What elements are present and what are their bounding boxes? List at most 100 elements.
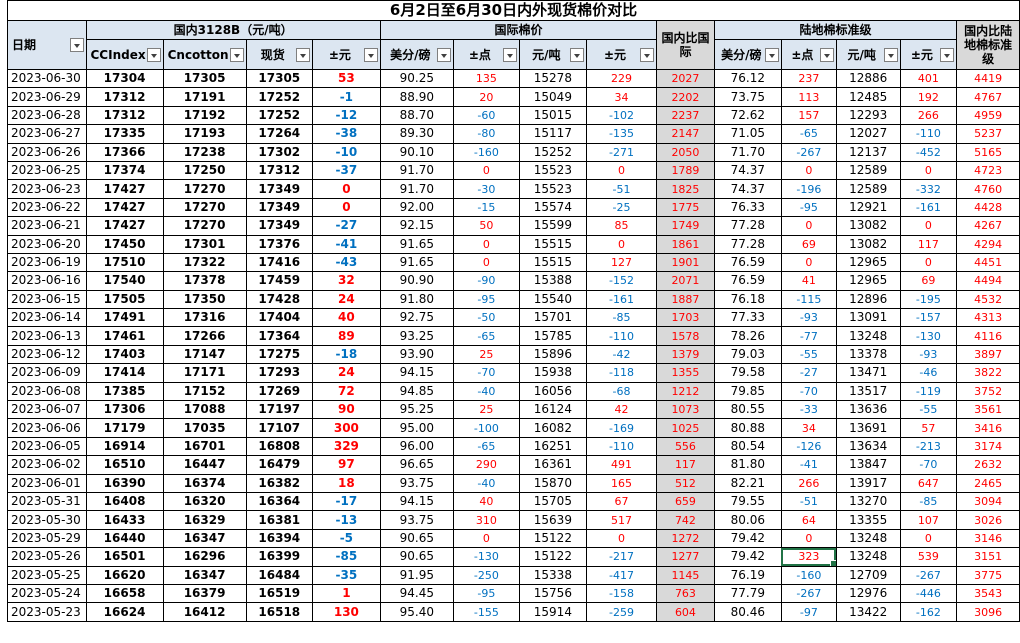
cell-chg-pt[interactable]: -15	[452, 197, 520, 218]
cell-chg1[interactable]: 89	[312, 326, 381, 346]
cell-spot[interactable]: 17275	[245, 344, 314, 365]
cell-yuan-ton[interactable]: 16361	[518, 455, 587, 475]
cell-chg-pt2[interactable]: -160	[780, 565, 837, 585]
cell-yuan-ton[interactable]: 15523	[518, 160, 587, 181]
group-header-intl[interactable]: 国际棉价	[379, 20, 658, 40]
cell-yuan-ton2[interactable]: 13422	[835, 602, 901, 622]
cell-chg-pt2[interactable]: -93	[780, 308, 837, 328]
cell-spread-land[interactable]: 4116	[956, 326, 1020, 346]
cell-spread-intl[interactable]: 742	[656, 510, 715, 530]
cell-chg1[interactable]: -85	[312, 547, 381, 567]
cell-chg-pt2[interactable]: 0	[780, 160, 837, 181]
cell-spread-land[interactable]: 4451	[956, 252, 1020, 273]
cell-spot[interactable]: 17197	[245, 400, 314, 420]
cell-spot[interactable]: 17312	[245, 160, 314, 181]
cell-spot[interactable]: 17349	[245, 197, 314, 218]
cell-date[interactable]: 2023-06-25	[7, 160, 87, 181]
cell-usc-lb[interactable]: 89.30	[379, 124, 454, 144]
cell-yuan-ton2[interactable]: 12965	[835, 271, 901, 291]
cell-usc-lb[interactable]: 91.65	[379, 252, 454, 273]
cell-spot[interactable]: 17305	[245, 68, 314, 89]
cell-usc-lb[interactable]: 88.90	[379, 87, 454, 107]
cell-usc-lb[interactable]: 91.70	[379, 179, 454, 199]
cell-chg-pt[interactable]: -40	[452, 381, 520, 402]
cell-chg-pt[interactable]: 0	[452, 234, 520, 254]
cell-cncotton[interactable]: 17350	[162, 289, 247, 310]
cell-ccindex[interactable]: 17304	[85, 68, 164, 89]
cell-chg-pt[interactable]: 310	[452, 510, 520, 530]
cell-usc-lb[interactable]: 96.00	[379, 436, 454, 457]
cell-ccindex[interactable]: 17306	[85, 400, 164, 420]
cell-date[interactable]: 2023-06-16	[7, 271, 87, 291]
group-header-land[interactable]: 陆地棉标准级	[713, 20, 958, 40]
cell-usc-lb[interactable]: 95.40	[379, 602, 454, 622]
cell-date[interactable]: 2023-05-26	[7, 547, 87, 567]
cell-spread-land[interactable]: 3561	[956, 400, 1020, 420]
cell-yuan-ton2[interactable]: 13091	[835, 308, 901, 328]
cell-date[interactable]: 2023-06-30	[7, 68, 87, 89]
cell-spread-land[interactable]: 2632	[956, 455, 1020, 475]
cell-chg3[interactable]: 0	[899, 216, 958, 236]
filter-dropdown-icon[interactable]	[69, 38, 84, 52]
cell-ccindex[interactable]: 16433	[85, 510, 164, 530]
cell-spread-intl[interactable]: 2202	[656, 87, 715, 107]
cell-yuan-ton[interactable]: 16056	[518, 381, 587, 402]
cell-cncotton[interactable]: 17191	[162, 87, 247, 107]
cell-spot[interactable]: 16484	[245, 565, 314, 585]
cell-chg3[interactable]: 57	[899, 418, 958, 438]
cell-chg-pt[interactable]: -95	[452, 583, 520, 604]
cell-chg2[interactable]: -118	[585, 363, 658, 383]
cell-spread-intl[interactable]: 556	[656, 436, 715, 457]
cell-usc-lb2[interactable]: 77.28	[713, 216, 782, 236]
cell-usc-lb[interactable]: 90.65	[379, 528, 454, 549]
cell-yuan-ton2[interactable]: 12896	[835, 289, 901, 310]
cell-spread-intl[interactable]: 2027	[656, 68, 715, 89]
cell-chg3[interactable]: -55	[899, 400, 958, 420]
cell-chg1[interactable]: 40	[312, 308, 381, 328]
cell-yuan-ton2[interactable]: 12709	[835, 565, 901, 585]
cell-spot[interactable]: 16394	[245, 528, 314, 549]
cell-yuan-ton2[interactable]: 13917	[835, 473, 901, 493]
cell-usc-lb2[interactable]: 80.88	[713, 418, 782, 438]
cell-usc-lb[interactable]: 90.10	[379, 142, 454, 162]
cell-spot[interactable]: 17404	[245, 308, 314, 328]
header-spread-land[interactable]: 国内比陆地棉标准级	[956, 20, 1020, 70]
cell-ccindex[interactable]: 16510	[85, 455, 164, 475]
cell-usc-lb[interactable]: 90.25	[379, 68, 454, 89]
filter-dropdown-icon[interactable]	[436, 47, 451, 62]
cell-yuan-ton2[interactable]: 12027	[835, 124, 901, 144]
cell-cncotton[interactable]: 16379	[162, 583, 247, 604]
filter-dropdown-icon[interactable]	[146, 47, 161, 62]
cell-date[interactable]: 2023-06-06	[7, 418, 87, 438]
cell-usc-lb[interactable]: 93.75	[379, 510, 454, 530]
cell-chg-pt2[interactable]: -95	[780, 197, 837, 218]
cell-spot[interactable]: 17364	[245, 326, 314, 346]
cell-date[interactable]: 2023-06-05	[7, 436, 87, 457]
cell-date[interactable]: 2023-05-30	[7, 510, 87, 530]
cell-yuan-ton[interactable]: 15388	[518, 271, 587, 291]
cell-cncotton[interactable]: 17378	[162, 271, 247, 291]
cell-chg3[interactable]: 266	[899, 105, 958, 126]
cell-ccindex[interactable]: 16440	[85, 528, 164, 549]
cell-yuan-ton[interactable]: 15756	[518, 583, 587, 604]
cell-usc-lb[interactable]: 94.15	[379, 363, 454, 383]
cell-cncotton[interactable]: 17316	[162, 308, 247, 328]
cell-cncotton[interactable]: 17238	[162, 142, 247, 162]
cell-date[interactable]: 2023-05-23	[7, 602, 87, 622]
cell-cncotton[interactable]: 16347	[162, 565, 247, 585]
cell-spot[interactable]: 16364	[245, 491, 314, 512]
cell-yuan-ton2[interactable]: 13248	[835, 326, 901, 346]
cell-spread-intl[interactable]: 1212	[656, 381, 715, 402]
cell-usc-lb2[interactable]: 80.06	[713, 510, 782, 530]
cell-chg-pt[interactable]: -160	[452, 142, 520, 162]
header-chg-pt2[interactable]: ±点	[780, 39, 837, 70]
cell-chg-pt[interactable]: 25	[452, 400, 520, 420]
cell-chg-pt[interactable]: -30	[452, 179, 520, 199]
cell-usc-lb2[interactable]: 76.12	[713, 68, 782, 89]
cell-chg3[interactable]: -157	[899, 308, 958, 328]
cell-chg1[interactable]: -13	[312, 510, 381, 530]
cell-spread-land[interactable]: 3897	[956, 344, 1020, 365]
cell-cncotton[interactable]: 17152	[162, 381, 247, 402]
cell-chg3[interactable]: -213	[899, 436, 958, 457]
cell-spread-land[interactable]: 4294	[956, 234, 1020, 254]
